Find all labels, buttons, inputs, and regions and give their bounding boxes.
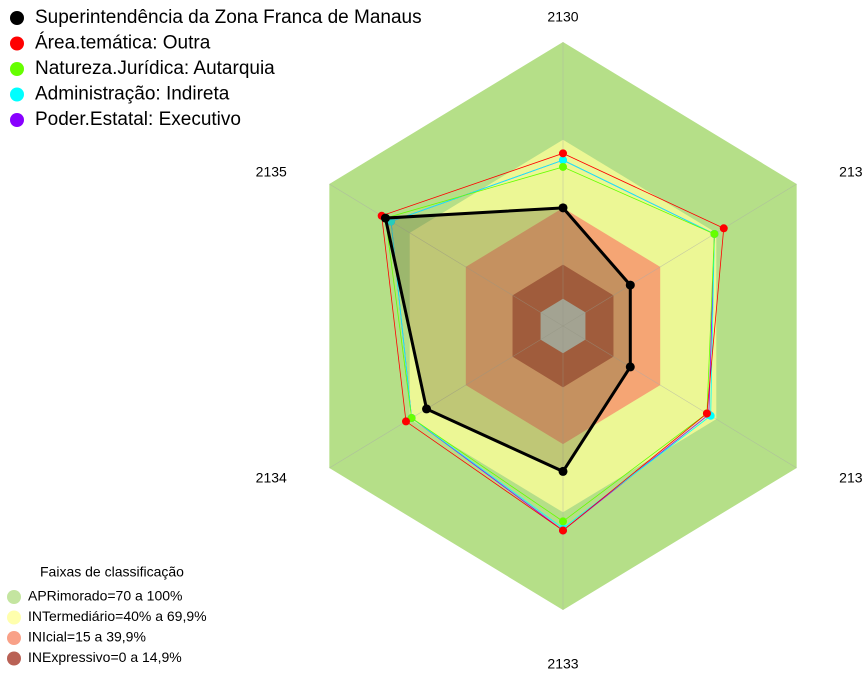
series-point bbox=[702, 409, 711, 418]
series-point bbox=[422, 404, 432, 414]
band-legend-marker bbox=[7, 631, 21, 645]
legend-marker bbox=[10, 87, 24, 102]
band-legend-marker bbox=[7, 651, 21, 666]
bands-title: Faixas de classificação bbox=[40, 564, 184, 580]
spoke bbox=[329, 325, 564, 469]
series-point bbox=[559, 162, 567, 171]
legend-marker bbox=[10, 113, 24, 127]
band-legend-label: APRimorado=70 a 100% bbox=[28, 588, 183, 604]
band-legend-marker bbox=[7, 590, 21, 604]
legend-label: Superintendência da Zona Franca de Manau… bbox=[35, 7, 422, 28]
legend-marker bbox=[10, 36, 24, 51]
series-point bbox=[625, 362, 635, 372]
legend-label: Administração: Indireta bbox=[35, 84, 230, 105]
series-point bbox=[710, 229, 719, 238]
series-point bbox=[558, 466, 568, 476]
band-legend-label: INExpressivo=0 a 14,9% bbox=[28, 649, 182, 665]
spoke bbox=[562, 183, 797, 327]
series-point bbox=[558, 203, 568, 213]
axis-label: 2131 bbox=[839, 164, 863, 180]
legend-marker bbox=[10, 11, 24, 25]
series-point bbox=[401, 417, 410, 426]
band-legend-label: INTermediário=40% a 69,9% bbox=[28, 608, 207, 624]
band-legend-label: INIcial=15 a 39,9% bbox=[28, 629, 146, 645]
axis-label: 2134 bbox=[256, 470, 287, 486]
legend-label: Natureza.Jurídica: Autarquia bbox=[35, 58, 275, 79]
series-point bbox=[559, 149, 567, 158]
series-point bbox=[380, 213, 390, 223]
series-point bbox=[559, 156, 567, 165]
spoke bbox=[562, 325, 797, 469]
series-point bbox=[559, 517, 567, 526]
axis-label: 2130 bbox=[547, 9, 578, 25]
legend-label: Área.temática: Outra bbox=[35, 33, 211, 54]
series-point bbox=[719, 224, 728, 233]
axis-label: 2133 bbox=[547, 656, 578, 672]
legend-label: Poder.Estatal: Executivo bbox=[35, 109, 241, 130]
axis-label: 2135 bbox=[256, 164, 287, 180]
series-point bbox=[625, 280, 635, 290]
band-legend-marker bbox=[7, 610, 21, 625]
legend-marker bbox=[10, 62, 24, 76]
spoke bbox=[329, 183, 564, 327]
series-point bbox=[559, 526, 567, 535]
